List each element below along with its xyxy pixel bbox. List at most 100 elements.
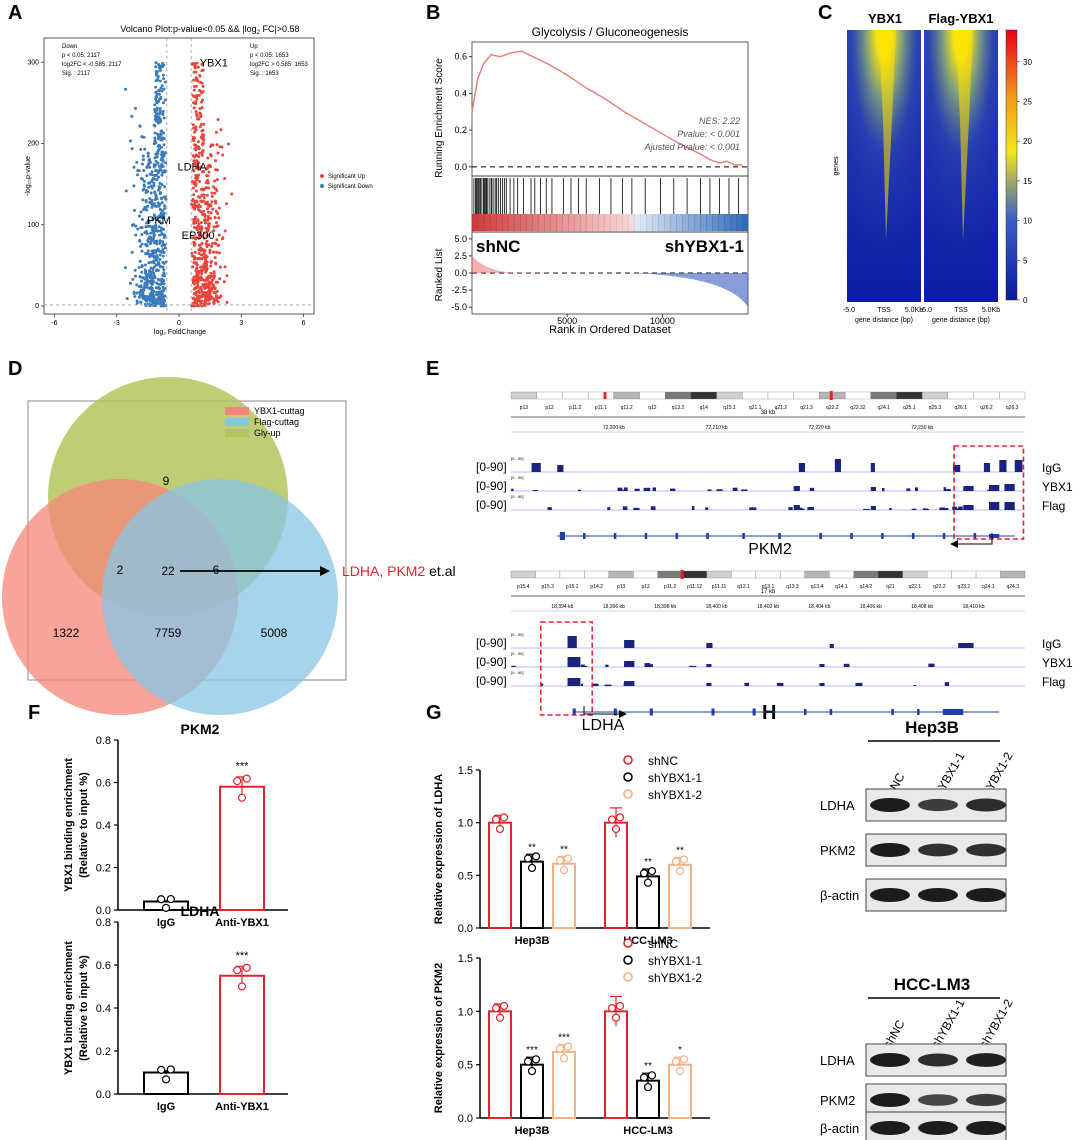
venn-legend-flag: Flag-cuttag: [254, 417, 299, 427]
gsea-pvalue: Pvalue: < 0.001: [677, 129, 740, 139]
gsea-rank-color-cell: [586, 214, 593, 231]
up-point: [217, 206, 221, 210]
up-point: [193, 65, 197, 69]
hm2-tick-left: -5.0: [920, 307, 932, 314]
up-point: [192, 225, 196, 229]
colorbar-tick-label: 20: [1023, 137, 1032, 146]
volcano-ytick-label: 100: [27, 222, 39, 229]
colorbar-tick-label: 15: [1023, 177, 1032, 186]
venn-count-ybx1-flag: 7759: [155, 626, 182, 640]
down-point: [152, 271, 156, 275]
gsea-rank-color-cell: [640, 214, 647, 231]
up-point: [201, 68, 205, 72]
down-point: [163, 185, 167, 189]
down-point: [145, 174, 149, 178]
down-point: [142, 179, 146, 183]
down-point: [148, 279, 152, 283]
down-point: [161, 209, 165, 213]
blot-band: [966, 1093, 1006, 1107]
ideogram-band-label: q12: [648, 405, 657, 411]
down-point: [158, 257, 162, 261]
up-point: [212, 229, 216, 233]
up-point: [192, 287, 196, 291]
up-point: [204, 254, 208, 258]
down-point: [142, 187, 146, 191]
up-point: [209, 264, 213, 268]
down-point: [158, 117, 162, 121]
down-point: [124, 266, 128, 270]
blot-band: [870, 843, 910, 857]
down-point: [133, 294, 137, 298]
gsea-rank-color-cell: [484, 214, 491, 231]
ideogram-band-label: q13.2: [672, 405, 685, 411]
down-point: [159, 282, 163, 286]
colorbar-tick-label: 30: [1023, 58, 1032, 67]
up-point: [210, 194, 214, 198]
down-point: [150, 170, 154, 174]
down-point: [152, 213, 156, 217]
up-point: [218, 265, 222, 269]
venn-count-gly-only: 9: [163, 474, 170, 488]
up-point: [202, 236, 206, 240]
up-point: [214, 209, 218, 213]
down-point: [125, 297, 129, 301]
down-point: [159, 302, 163, 306]
up-point: [210, 200, 214, 204]
down-stat-0: Down: [62, 44, 77, 50]
rank-negative-area: [628, 273, 748, 308]
up-stat-1: p < 0.05: 1653: [250, 53, 289, 59]
down-point: [136, 169, 140, 173]
gsea-rank-color-cell: [688, 214, 695, 231]
up-point: [192, 88, 196, 92]
up-point: [205, 207, 209, 211]
down-point: [157, 219, 161, 223]
up-point: [199, 229, 203, 233]
up-point: [196, 257, 200, 261]
up-point: [192, 257, 196, 261]
down-point: [157, 88, 161, 92]
up-point: [197, 117, 201, 121]
up-point: [210, 244, 214, 248]
up-point: [197, 155, 201, 159]
ideogram-band-label: p13: [520, 405, 529, 411]
down-point: [162, 63, 166, 67]
blot-band: [918, 798, 958, 812]
gsea-xtick-label: 10000: [650, 316, 675, 326]
gene-label-ldha: LDHA: [177, 161, 207, 173]
down-point: [159, 86, 163, 90]
up-point: [205, 167, 209, 171]
volcano-xtick-label: 6: [302, 320, 306, 327]
up-point: [213, 286, 217, 290]
gsea-rank-color-cell: [604, 214, 611, 231]
up-point: [213, 241, 217, 245]
gsea-rank-color-cell: [550, 214, 557, 231]
down-point: [129, 281, 133, 285]
up-point: [193, 162, 197, 166]
down-point: [153, 174, 157, 178]
down-point: [161, 232, 165, 236]
down-point: [141, 158, 145, 162]
up-point: [201, 128, 205, 132]
down-point: [130, 147, 134, 151]
up-point: [194, 100, 198, 104]
down-point: [153, 240, 157, 244]
down-point: [142, 135, 146, 139]
up-point: [211, 285, 215, 289]
up-point: [220, 145, 224, 149]
up-point: [213, 191, 217, 195]
up-point: [199, 220, 203, 224]
gsea-ytick-label: 0.6: [454, 52, 467, 62]
up-point: [212, 300, 216, 304]
up-point: [223, 229, 227, 233]
up-point: [200, 199, 204, 203]
volcano-xlabel: log₂ FoldChange: [154, 329, 206, 336]
down-point: [153, 136, 157, 140]
venn-count-ybx1-gly: 2: [117, 563, 124, 577]
up-point: [202, 196, 206, 200]
gsea-right-group: shYBX1-1: [665, 237, 744, 256]
down-point: [144, 200, 148, 204]
down-point: [154, 159, 158, 163]
up-point: [194, 143, 198, 147]
